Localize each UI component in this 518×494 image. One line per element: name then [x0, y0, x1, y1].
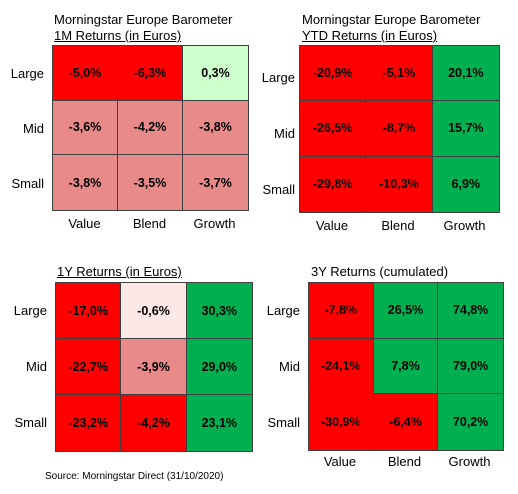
column-label: Value	[323, 454, 357, 469]
heatmap-cell: 70,2%	[438, 394, 503, 450]
heatmap-cell: -0,6%	[121, 283, 187, 339]
heatmap-cell: -4,2%	[121, 395, 187, 451]
column-label: Value	[68, 216, 101, 231]
heatmap-cell: 26,5%	[373, 283, 439, 339]
chart-title: Morningstar Europe Barometer	[302, 12, 481, 27]
panel-title: Morningstar Europe Barometer 1M Returns …	[54, 12, 232, 44]
heatmap-cell: -29,8%	[300, 156, 367, 212]
row-label: Large	[261, 70, 295, 85]
heatmap-cell: 74,8%	[438, 283, 503, 339]
column-label: Growth	[443, 218, 486, 233]
heatmap-cell: -3,6%	[53, 100, 118, 156]
row-label: Small	[262, 182, 295, 197]
heatmap-cell: -30,9%	[309, 394, 374, 450]
heatmap-cell: -3,8%	[53, 155, 118, 210]
heatmap-cell: -22,7%	[56, 339, 122, 395]
row-label: Large	[10, 66, 44, 81]
heatmap-cell: 29,0%	[186, 339, 252, 395]
heatmap-cell: -8,7%	[366, 101, 433, 157]
heatmap-cell: -26,5%	[300, 101, 367, 157]
row-label: Small	[11, 176, 44, 191]
heatmap-cell: -6,4%	[373, 394, 439, 450]
heatmap-cell: 6,9%	[432, 156, 499, 212]
heatmap-cell: -4,2%	[118, 100, 183, 156]
column-label: Value	[315, 218, 349, 233]
heatmap-cell: 23,1%	[186, 395, 252, 451]
source-note: Source: Morningstar Direct (31/10/2020)	[45, 471, 224, 482]
column-label: Blend	[132, 216, 167, 231]
heatmap-cell: -7,8%	[309, 283, 374, 339]
column-label: Blend	[381, 218, 415, 233]
row-label: Small	[14, 415, 47, 430]
row-label: Mid	[279, 359, 300, 374]
chart-subtitle: 3Y Returns (cumulated)	[311, 264, 449, 279]
heatmap-cell: 15,7%	[432, 101, 499, 157]
heatmap-cell: 30,3%	[186, 283, 252, 339]
heatmap-cell: -3,5%	[118, 155, 183, 210]
heatmap-grid: -17,0% -0,6% 30,3% -22,7% -3,9% 29,0% -23,2% -4…	[55, 282, 253, 452]
heatmap-cell: -23,2%	[56, 395, 122, 451]
row-label: Small	[267, 415, 300, 430]
row-label: Large	[13, 303, 47, 318]
heatmap-cell: -5,1%	[366, 46, 433, 102]
heatmap-grid: -7,8% 26,5% 74,8% -24,1% 7,8% 79,0% -30,9% -6,4…	[308, 282, 504, 451]
heatmap-cell: -5,0%	[53, 46, 118, 101]
column-label: Growth	[448, 454, 491, 469]
heatmap-cell: -6,3%	[118, 46, 183, 101]
column-label: Blend	[387, 454, 422, 469]
heatmap-grid: -20,9% -5,1% 20,1% -26,5% -8,7% 15,7% -29,8% -1…	[299, 45, 500, 213]
heatmap-grid: -5,0% -6,3% 0,3% -3,6% -4,2% -3,8% -3,8% -3,5% -…	[52, 45, 249, 211]
heatmap-cell: 0,3%	[183, 46, 248, 101]
panel-title: 3Y Returns (cumulated)	[311, 264, 448, 280]
heatmap-cell: 7,8%	[373, 338, 439, 395]
heatmap-cell: -3,9%	[121, 339, 187, 395]
row-label: Mid	[23, 121, 44, 136]
chart-title: Morningstar Europe Barometer	[54, 12, 233, 27]
column-label: Growth	[193, 216, 236, 231]
panel-title: 1Y Returns (in Euros)	[57, 264, 182, 280]
heatmap-cell: -20,9%	[300, 46, 367, 102]
chart-subtitle: YTD Returns (in Euros)	[302, 28, 438, 43]
row-label: Mid	[26, 359, 47, 374]
chart-subtitle: 1M Returns (in Euros)	[54, 28, 182, 43]
row-label: Large	[266, 303, 300, 318]
heatmap-cell: -3,7%	[183, 155, 248, 210]
heatmap-cell: -10,3%	[366, 156, 433, 212]
heatmap-cell: -17,0%	[56, 283, 122, 339]
chart-subtitle: 1Y Returns (in Euros)	[57, 264, 182, 279]
panel-title: Morningstar Europe Barometer YTD Returns…	[302, 12, 480, 44]
heatmap-cell: 79,0%	[438, 338, 503, 395]
heatmap-cell: -24,1%	[309, 338, 374, 395]
row-label: Mid	[274, 126, 295, 141]
heatmap-cell: -3,8%	[183, 100, 248, 156]
heatmap-cell: 20,1%	[432, 46, 499, 102]
